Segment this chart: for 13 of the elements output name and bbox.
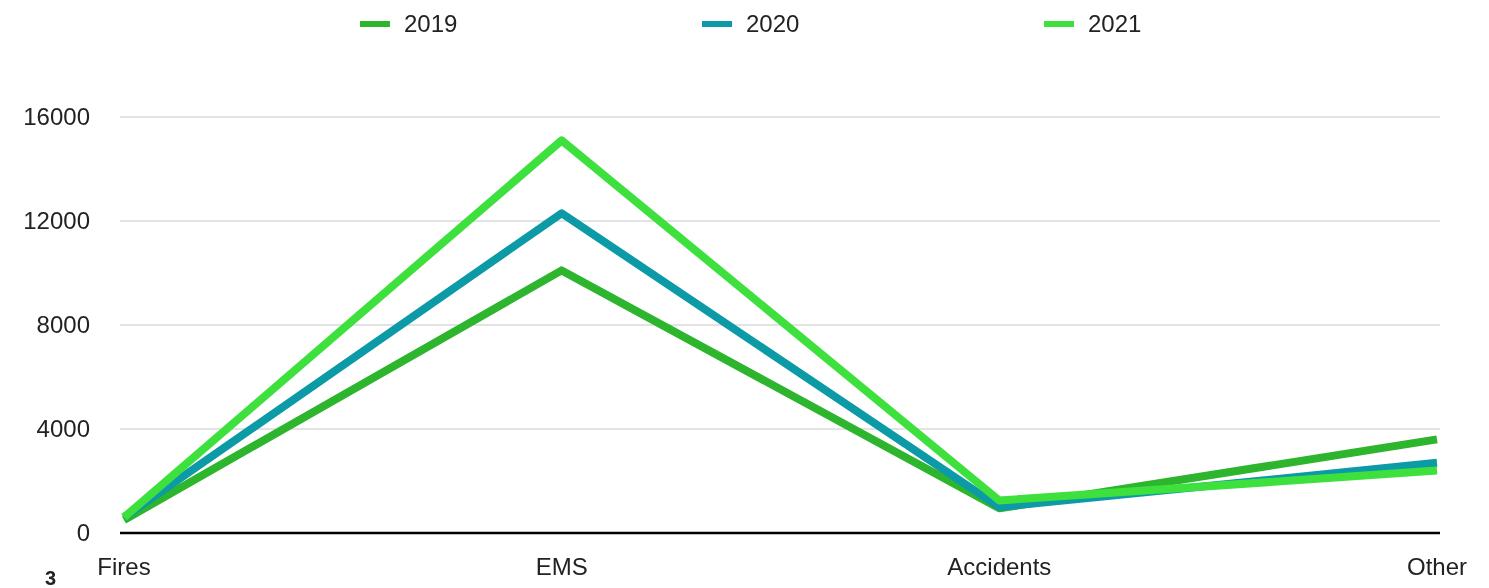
y-tick-label: 0 xyxy=(76,519,90,547)
x-tick-label: Accidents xyxy=(947,553,1052,580)
y-tick-label: 8000 xyxy=(36,311,90,339)
legend-label: 2021 xyxy=(1088,10,1142,38)
x-tick-label: Fires xyxy=(97,553,151,580)
y-tick-label: 4000 xyxy=(36,415,90,443)
text: 3 xyxy=(45,567,57,588)
legend-label: 2019 xyxy=(404,10,458,38)
legend-label: 2020 xyxy=(746,10,800,38)
y-tick-label: 12000 xyxy=(23,207,90,235)
x-tick-label: EMS xyxy=(535,553,588,580)
y-tick-label: 16000 xyxy=(23,103,90,131)
x-tick-label: Other xyxy=(1406,553,1468,580)
